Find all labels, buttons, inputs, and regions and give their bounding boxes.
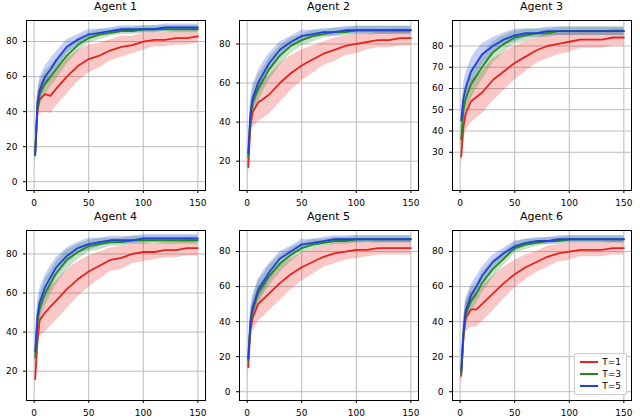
svg-text:50: 50 — [296, 198, 308, 208]
html-text:Agent 6: Agent 6 — [520, 210, 563, 223]
svg-text:20: 20 — [219, 156, 231, 166]
html-text:T=3: T=3 — [602, 369, 621, 379]
svg-text:40: 40 — [6, 327, 18, 337]
svg-text:50: 50 — [509, 408, 521, 418]
html-text:Agent 4: Agent 4 — [94, 210, 137, 223]
svg-text:150: 150 — [402, 198, 419, 208]
svg-text:80: 80 — [219, 39, 231, 49]
svg-text:80: 80 — [6, 249, 18, 259]
svg-text:0: 0 — [31, 198, 37, 208]
svg-text:60: 60 — [432, 83, 444, 93]
svg-text:80: 80 — [432, 246, 444, 256]
svg-text:20: 20 — [6, 142, 18, 152]
html-text:T=5: T=5 — [602, 381, 621, 391]
svg-text:0: 0 — [244, 408, 250, 418]
svg-text:50: 50 — [83, 408, 95, 418]
svg-text:60: 60 — [432, 281, 444, 291]
html-text:Agent 1: Agent 1 — [94, 0, 137, 13]
svg-text:0: 0 — [12, 177, 18, 187]
svg-text:50: 50 — [432, 105, 444, 115]
svg-text:150: 150 — [402, 408, 419, 418]
svg-text:40: 40 — [432, 126, 444, 136]
svg-text:50: 50 — [83, 198, 95, 208]
html-text:T=1: T=1 — [602, 357, 621, 367]
svg-text:150: 150 — [615, 198, 632, 208]
svg-text:0: 0 — [31, 408, 37, 418]
svg-text:20: 20 — [6, 366, 18, 376]
svg-text:100: 100 — [135, 408, 152, 418]
svg-text:20: 20 — [432, 352, 444, 362]
svg-text:20: 20 — [219, 352, 231, 362]
html-text:Agent 2: Agent 2 — [307, 0, 350, 13]
html-text:Agent 5: Agent 5 — [307, 210, 350, 223]
svg-text:40: 40 — [219, 317, 231, 327]
svg-text:0: 0 — [438, 387, 444, 397]
svg-text:100: 100 — [561, 408, 578, 418]
svg-text:150: 150 — [189, 408, 206, 418]
svg-text:60: 60 — [6, 71, 18, 81]
svg-text:100: 100 — [348, 198, 365, 208]
svg-text:40: 40 — [6, 107, 18, 117]
svg-text:150: 150 — [615, 408, 632, 418]
svg-text:40: 40 — [219, 117, 231, 127]
svg-text:60: 60 — [6, 288, 18, 298]
svg-text:100: 100 — [348, 408, 365, 418]
svg-text:80: 80 — [6, 36, 18, 46]
svg-text:80: 80 — [432, 41, 444, 51]
html-text:Agent 3: Agent 3 — [520, 0, 563, 13]
svg-text:0: 0 — [457, 408, 463, 418]
svg-text:150: 150 — [189, 198, 206, 208]
svg-text:50: 50 — [509, 198, 521, 208]
svg-text:0: 0 — [225, 387, 231, 397]
svg-text:100: 100 — [135, 198, 152, 208]
svg-text:0: 0 — [244, 198, 250, 208]
svg-text:60: 60 — [219, 78, 231, 88]
svg-text:0: 0 — [457, 198, 463, 208]
svg-text:70: 70 — [432, 62, 444, 72]
svg-text:100: 100 — [561, 198, 578, 208]
svg-text:50: 50 — [296, 408, 308, 418]
svg-text:40: 40 — [432, 317, 444, 327]
svg-text:60: 60 — [219, 281, 231, 291]
svg-text:80: 80 — [219, 246, 231, 256]
svg-text:30: 30 — [432, 147, 444, 157]
